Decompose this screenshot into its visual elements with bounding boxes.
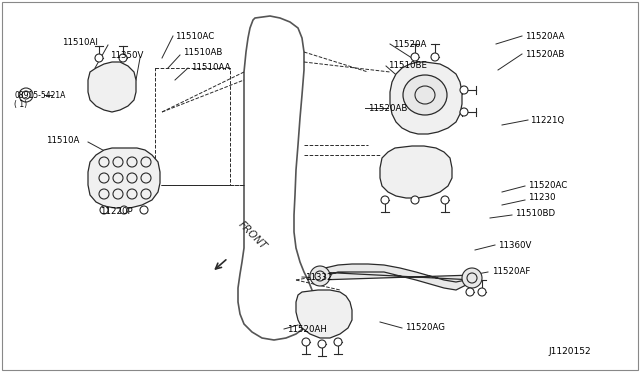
Polygon shape <box>390 62 462 134</box>
Text: J1120152: J1120152 <box>548 347 591 356</box>
Text: 11332: 11332 <box>305 273 333 282</box>
Circle shape <box>120 206 128 214</box>
Circle shape <box>462 268 482 288</box>
Text: 11510AI: 11510AI <box>62 38 98 46</box>
Text: ( 1): ( 1) <box>14 99 27 109</box>
Circle shape <box>460 108 468 116</box>
Circle shape <box>441 196 449 204</box>
Circle shape <box>466 288 474 296</box>
Circle shape <box>310 266 330 286</box>
Text: 11520A: 11520A <box>393 39 426 48</box>
Polygon shape <box>88 148 160 208</box>
Polygon shape <box>88 62 136 112</box>
Text: 11510AC: 11510AC <box>175 32 214 41</box>
Polygon shape <box>296 290 352 338</box>
Circle shape <box>478 288 486 296</box>
Text: 11220P: 11220P <box>100 206 132 215</box>
Text: 11520AA: 11520AA <box>525 32 564 41</box>
Text: 11510AA: 11510AA <box>191 62 230 71</box>
Text: 11510A: 11510A <box>46 135 79 144</box>
Text: 11350V: 11350V <box>110 51 143 60</box>
Text: 11221Q: 11221Q <box>530 115 564 125</box>
Circle shape <box>381 196 389 204</box>
Text: 11510BD: 11510BD <box>515 208 555 218</box>
Text: 11520AF: 11520AF <box>492 267 531 276</box>
Circle shape <box>460 86 468 94</box>
Text: 11230: 11230 <box>528 192 556 202</box>
Text: FRONT: FRONT <box>236 220 268 252</box>
Circle shape <box>95 54 103 62</box>
Circle shape <box>119 54 127 62</box>
Circle shape <box>411 196 419 204</box>
Polygon shape <box>380 146 452 198</box>
Text: 08915-5421A: 08915-5421A <box>14 90 65 99</box>
Circle shape <box>411 53 419 61</box>
Text: 11520AC: 11520AC <box>528 180 567 189</box>
Text: 11520AH: 11520AH <box>287 324 327 334</box>
Text: 11520AG: 11520AG <box>405 324 445 333</box>
Circle shape <box>318 340 326 348</box>
Ellipse shape <box>403 75 447 115</box>
Polygon shape <box>318 264 474 290</box>
Circle shape <box>431 53 439 61</box>
Text: 11520AB: 11520AB <box>368 103 408 112</box>
Text: 11510BE: 11510BE <box>388 61 427 70</box>
Circle shape <box>302 338 310 346</box>
Text: 11510AB: 11510AB <box>183 48 222 57</box>
Circle shape <box>140 206 148 214</box>
Circle shape <box>100 206 108 214</box>
Text: 11360V: 11360V <box>498 241 531 250</box>
Circle shape <box>334 338 342 346</box>
Text: 11520AB: 11520AB <box>525 49 564 58</box>
